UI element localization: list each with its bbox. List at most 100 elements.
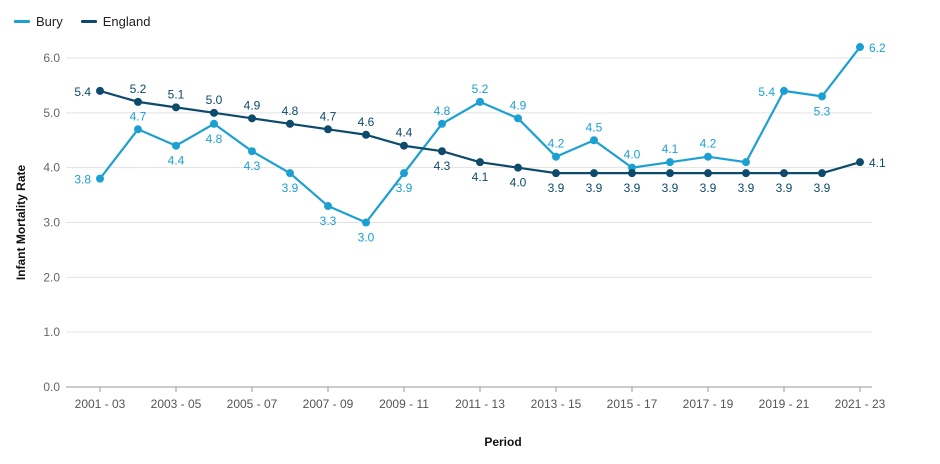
data-label-bury: 4.9 xyxy=(510,98,527,112)
data-label-bury: 3.0 xyxy=(358,231,375,245)
data-label-bury: 4.5 xyxy=(586,120,603,134)
data-label-england: 3.9 xyxy=(624,181,641,195)
data-label-england: 5.4 xyxy=(74,85,91,99)
data-label-england: 5.2 xyxy=(130,82,147,96)
data-label-england: 3.9 xyxy=(814,181,831,195)
data-point-england[interactable] xyxy=(134,97,142,106)
data-label-england: 5.0 xyxy=(206,93,223,107)
data-label-england: 4.4 xyxy=(396,126,413,140)
data-point-bury[interactable] xyxy=(704,152,712,161)
data-label-bury: 4.8 xyxy=(206,132,223,146)
x-tick-label: 2013 - 15 xyxy=(531,397,582,411)
legend: Bury England xyxy=(14,14,150,29)
data-label-bury: 5.2 xyxy=(472,82,489,96)
data-label-england: 4.1 xyxy=(472,170,489,184)
data-label-england: 3.9 xyxy=(548,181,565,195)
data-point-bury[interactable] xyxy=(818,92,826,101)
data-point-england[interactable] xyxy=(780,169,788,178)
data-point-bury[interactable] xyxy=(134,125,142,134)
data-label-bury: 4.1 xyxy=(662,142,679,156)
legend-swatch-england xyxy=(80,20,97,23)
data-label-england: 4.9 xyxy=(244,98,261,112)
data-point-england[interactable] xyxy=(210,108,218,117)
data-label-bury: 5.3 xyxy=(814,104,831,118)
data-point-bury[interactable] xyxy=(476,97,484,106)
legend-label-bury: Bury xyxy=(36,14,63,29)
data-point-bury[interactable] xyxy=(172,141,180,150)
data-label-bury: 4.8 xyxy=(434,104,451,118)
data-point-england[interactable] xyxy=(172,103,180,112)
data-point-england[interactable] xyxy=(704,169,712,178)
data-point-england[interactable] xyxy=(818,169,826,178)
data-label-bury: 4.0 xyxy=(624,148,641,162)
legend-item-bury[interactable]: Bury xyxy=(14,14,63,29)
data-label-bury: 4.2 xyxy=(700,137,717,151)
data-point-england[interactable] xyxy=(742,169,750,178)
data-label-england: 4.0 xyxy=(510,176,527,190)
data-point-england[interactable] xyxy=(324,125,332,134)
data-point-england[interactable] xyxy=(248,114,256,123)
y-tick-label: 3.0 xyxy=(43,216,60,230)
legend-label-england: England xyxy=(102,14,151,29)
y-tick-label: 4.0 xyxy=(43,161,60,175)
data-point-england[interactable] xyxy=(590,169,598,178)
data-point-bury[interactable] xyxy=(400,169,408,178)
y-tick-label: 5.0 xyxy=(43,106,60,120)
legend-swatch-bury xyxy=(14,20,30,23)
data-point-bury[interactable] xyxy=(552,152,560,161)
data-point-bury[interactable] xyxy=(514,114,522,123)
data-label-bury: 4.4 xyxy=(168,154,185,168)
data-label-england: 3.9 xyxy=(776,181,793,195)
data-point-bury[interactable] xyxy=(324,202,332,211)
x-tick-label: 2001 - 03 xyxy=(75,397,126,411)
data-point-bury[interactable] xyxy=(742,158,750,167)
data-point-england[interactable] xyxy=(856,158,864,167)
y-tick-label: 6.0 xyxy=(43,51,60,65)
data-point-bury[interactable] xyxy=(628,163,636,172)
data-point-bury[interactable] xyxy=(248,147,256,156)
x-tick-label: 2007 - 09 xyxy=(303,397,354,411)
data-label-england: 4.6 xyxy=(358,115,375,129)
data-point-england[interactable] xyxy=(96,86,104,95)
x-tick-label: 2009 - 11 xyxy=(379,397,429,411)
x-tick-label: 2003 - 05 xyxy=(151,397,202,411)
data-point-bury[interactable] xyxy=(856,43,864,52)
y-tick-label: 1.0 xyxy=(43,325,60,339)
x-tick-label: 2005 - 07 xyxy=(227,397,278,411)
data-label-england: 4.3 xyxy=(434,159,451,173)
data-point-bury[interactable] xyxy=(362,218,370,227)
data-point-england[interactable] xyxy=(476,158,484,167)
data-point-england[interactable] xyxy=(286,119,294,128)
data-point-bury[interactable] xyxy=(666,158,674,167)
x-tick-label: 2021 - 23 xyxy=(835,397,886,411)
data-point-bury[interactable] xyxy=(438,119,446,128)
data-label-bury: 4.3 xyxy=(244,159,261,173)
data-point-england[interactable] xyxy=(628,169,636,178)
data-point-bury[interactable] xyxy=(780,86,788,95)
y-tick-label: 0.0 xyxy=(43,380,60,394)
data-point-bury[interactable] xyxy=(210,119,218,128)
data-point-bury[interactable] xyxy=(286,169,294,178)
data-point-england[interactable] xyxy=(666,169,674,178)
data-label-bury: 5.4 xyxy=(758,85,775,99)
data-point-england[interactable] xyxy=(400,141,408,150)
legend-item-england[interactable]: England xyxy=(80,14,151,29)
data-point-england[interactable] xyxy=(552,169,560,178)
data-point-bury[interactable] xyxy=(590,136,598,145)
y-axis-title: Infant Mortality Rate xyxy=(14,165,28,281)
data-point-england[interactable] xyxy=(514,163,522,172)
data-point-england[interactable] xyxy=(438,147,446,156)
data-point-bury[interactable] xyxy=(96,174,104,183)
data-point-england[interactable] xyxy=(362,130,370,139)
x-tick-label: 2017 - 19 xyxy=(683,397,734,411)
data-label-bury: 3.8 xyxy=(74,173,91,187)
x-axis-title: Period xyxy=(484,435,521,449)
y-tick-label: 2.0 xyxy=(43,270,60,284)
data-label-bury: 6.2 xyxy=(869,41,886,55)
data-label-england: 4.7 xyxy=(320,109,337,123)
data-label-england: 5.1 xyxy=(168,87,185,101)
data-label-england: 3.9 xyxy=(662,181,679,195)
data-label-england: 3.9 xyxy=(700,181,717,195)
